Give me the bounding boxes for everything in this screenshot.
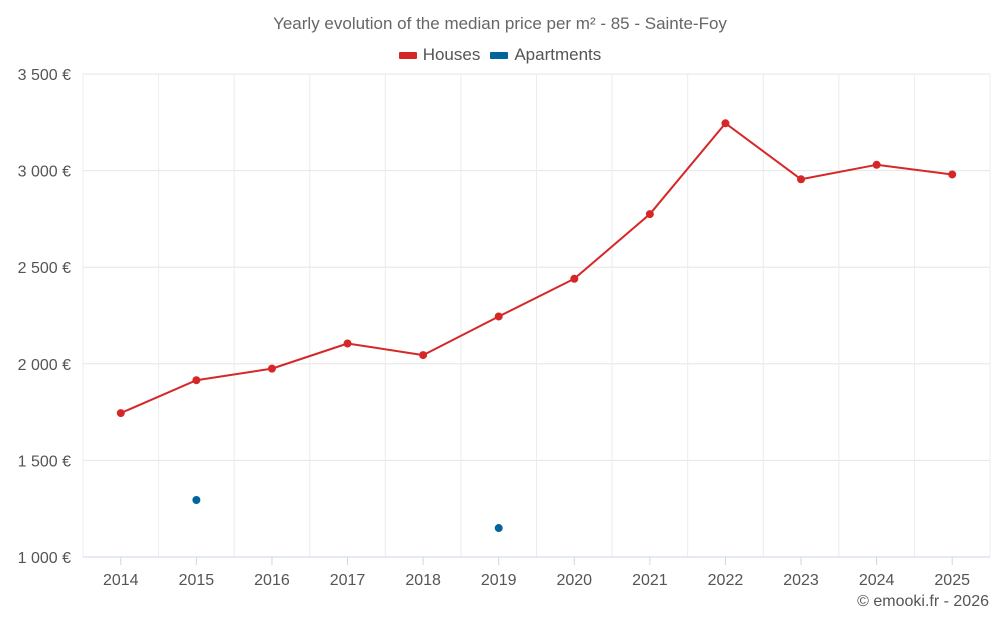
x-tick-label: 2021 — [632, 572, 668, 589]
data-point-houses — [343, 339, 352, 348]
x-tick-label: 2023 — [783, 572, 819, 589]
legend: Houses Apartments — [0, 45, 1000, 65]
data-point-houses — [192, 376, 201, 385]
legend-swatch-apartments — [490, 51, 509, 59]
x-tick-label: 2016 — [254, 572, 290, 589]
x-tick-label: 2025 — [934, 572, 970, 589]
legend-item-apartments[interactable]: Apartments — [490, 45, 601, 65]
y-tick-label: 1 500 € — [18, 453, 71, 470]
legend-label-apartments: Apartments — [514, 45, 602, 64]
x-tick-label: 2020 — [556, 572, 592, 589]
credit-text: © emooki.fr - 2026 — [857, 593, 989, 610]
data-point-apartments — [192, 496, 201, 505]
y-tick-label: 1 000 € — [18, 550, 71, 567]
x-tick-label: 2018 — [405, 572, 441, 589]
data-point-houses — [948, 170, 957, 179]
legend-label-houses: Houses — [422, 45, 481, 64]
data-point-houses — [872, 160, 881, 169]
series-line-houses — [120, 122, 953, 414]
y-tick-label: 3 500 € — [18, 67, 71, 84]
x-tick-label: 2017 — [330, 572, 366, 589]
data-point-houses — [494, 312, 503, 321]
data-point-houses — [116, 409, 125, 418]
x-tick-label: 2022 — [708, 572, 744, 589]
x-tick-label: 2024 — [859, 572, 895, 589]
x-tick-label: 2014 — [103, 572, 139, 589]
data-point-houses — [570, 274, 579, 283]
legend-swatch-houses — [398, 51, 417, 59]
chart-title: Yearly evolution of the median price per… — [273, 14, 727, 33]
data-point-houses — [419, 351, 428, 360]
y-tick-label: 2 500 € — [18, 260, 71, 277]
x-tick-label: 2015 — [179, 572, 215, 589]
data-point-houses — [797, 175, 806, 184]
data-point-houses — [721, 119, 730, 128]
x-tick-label: 2019 — [481, 572, 517, 589]
y-tick-label: 3 000 € — [18, 164, 71, 181]
data-point-houses — [267, 364, 276, 373]
data-point-apartments — [494, 524, 503, 533]
data-point-houses — [645, 210, 654, 219]
legend-item-houses[interactable]: Houses — [398, 45, 481, 65]
y-tick-label: 2 000 € — [18, 357, 71, 374]
